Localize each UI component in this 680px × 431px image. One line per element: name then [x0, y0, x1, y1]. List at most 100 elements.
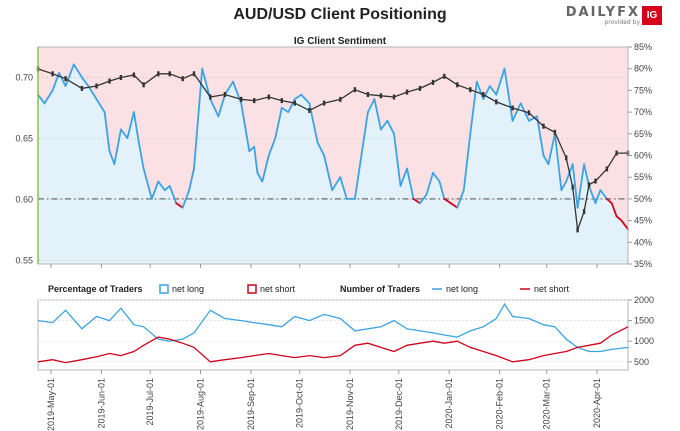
sentiment-segment: [456, 189, 465, 209]
x-tick-label: 2019-Jul-01: [145, 378, 155, 426]
legend-short-swatch: [247, 284, 257, 294]
price-candle: [456, 82, 459, 88]
sentiment-segment: [108, 150, 116, 166]
count-panel: 2000 1500 1000 500: [37, 295, 654, 371]
price-candle: [80, 85, 84, 91]
pct-tick-label: 70%: [634, 107, 652, 117]
x-tick-label: 2019-Sep-01: [246, 378, 256, 430]
pct-tick-label: 55%: [634, 172, 652, 182]
sentiment-segment: [503, 67, 514, 122]
count-frame: [37, 299, 629, 371]
pct-tick-label: 85%: [634, 42, 652, 52]
legend-long-swatch: [159, 284, 169, 294]
sentiment-segment: [126, 111, 135, 140]
price-candle: [168, 71, 171, 77]
sentiment-segment: [331, 176, 342, 192]
x-tick-label: 2020-Feb-01: [495, 378, 505, 430]
price-candle: [253, 98, 256, 104]
pct-tick-label: 75%: [634, 85, 652, 95]
price-candle: [576, 227, 579, 233]
sentiment-segment: [438, 180, 446, 200]
net-long-area: [38, 64, 628, 265]
pct-tick-label: 80%: [634, 64, 652, 74]
sentiment-segment: [488, 85, 498, 96]
sentiment-segment: [253, 145, 259, 174]
sentiment-segment: [188, 167, 195, 192]
sentiment-segment: [443, 197, 452, 205]
price-candle: [240, 96, 243, 102]
sentiment-segment: [293, 93, 303, 100]
sentiment-segment: [412, 197, 421, 205]
sentiment-segment: [323, 154, 334, 192]
sentiment-segment: [37, 93, 46, 105]
sentiment-segment: [103, 111, 111, 153]
sentiment-segment: [379, 119, 389, 131]
count-tick-label: 1500: [634, 316, 654, 326]
sentiment-segment: [583, 163, 590, 187]
sentiment-segment: [606, 197, 613, 205]
sentiment-segment: [536, 115, 545, 157]
price-candle: [181, 76, 184, 82]
sentiment-segment: [620, 219, 629, 231]
sentiment-segment: [193, 67, 204, 170]
price-candle: [209, 94, 212, 100]
sentiment-segment: [256, 171, 264, 183]
price-candle: [293, 100, 296, 106]
sentiment-segment: [168, 184, 178, 205]
price-candle: [51, 71, 54, 77]
sentiment-segment: [339, 176, 348, 200]
price-candle: [587, 182, 591, 188]
sentiment-segment: [386, 119, 395, 135]
sentiment-segment: [274, 106, 283, 140]
count-net-long-line: [37, 302, 629, 353]
sentiment-segment: [399, 167, 408, 187]
sentiment-segment: [58, 72, 67, 87]
brand-sub: provided by: [604, 19, 640, 26]
price-candle: [64, 76, 67, 82]
sentiment-segment: [511, 102, 522, 122]
x-axis: 2019-May-01 2019-Jun-01 2019-Jul-01 2019-Au…: [46, 264, 602, 431]
sentiment-segment: [232, 80, 243, 105]
price-tick-label: 0.70: [15, 72, 33, 82]
price-candle: [157, 71, 160, 77]
sentiment-segment: [419, 193, 428, 205]
price-candle: [418, 85, 422, 91]
sentiment-segment: [406, 167, 415, 200]
price-candle: [615, 150, 618, 156]
sentiment-segment: [588, 184, 597, 205]
price-candle: [605, 166, 609, 172]
legend-percentage-title: Percentage of Traders: [48, 284, 143, 294]
legend-long-label: net long: [172, 284, 204, 294]
pct-tick-label: 50%: [634, 194, 652, 204]
price-candle: [431, 79, 435, 85]
price-candle: [108, 78, 111, 84]
sentiment-segment: [87, 85, 98, 100]
sentiment-segment: [449, 202, 459, 209]
price-candle: [132, 72, 136, 78]
price-candle: [339, 96, 342, 102]
price-candle: [322, 100, 326, 106]
sentiment-segment: [425, 171, 434, 196]
sentiment-segment: [547, 132, 556, 166]
net-short-area: [38, 47, 628, 230]
price-candle: [482, 92, 485, 97]
sentiment-segment: [181, 189, 191, 209]
legend-row: Percentage of Traders net long net short Nu…: [48, 284, 570, 294]
price-candle: [192, 71, 196, 77]
sentiment-segment: [594, 189, 602, 205]
sentiment-segment: [542, 154, 550, 166]
sentiment-segment: [113, 128, 122, 166]
pct-tick-label: 60%: [634, 151, 652, 161]
legend-count-title: Number of Traders: [340, 284, 420, 294]
brand-box: IG: [642, 6, 662, 25]
price-candle: [495, 99, 498, 105]
sentiment-panel: IG Client Sentiment 0.70 0.65 0.60 0.55 85% 80…: [15, 36, 652, 269]
price-candle: [571, 184, 574, 190]
count-net-short-line: [37, 326, 629, 364]
sentiment-segment: [209, 98, 220, 118]
sentiment-segment: [64, 63, 75, 87]
x-tick-label: 2020-Mar-01: [542, 378, 552, 430]
sentiment-segment: [261, 154, 270, 183]
sentiment-segment: [571, 163, 579, 209]
legend-count-long-label: net long: [446, 284, 478, 294]
